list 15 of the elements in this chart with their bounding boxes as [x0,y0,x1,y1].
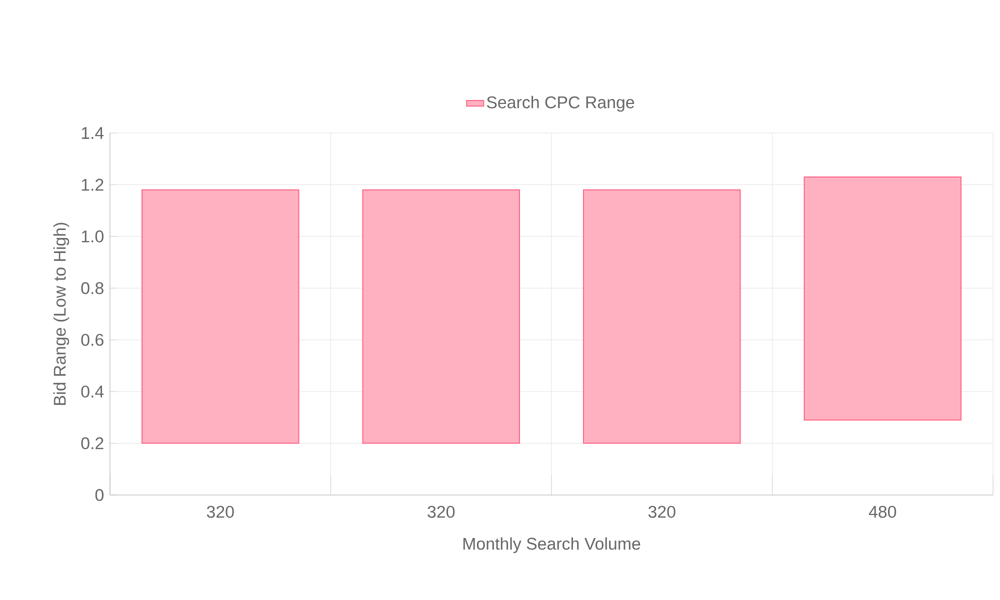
y-axis-title: Bid Range (Low to High) [53,222,70,405]
legend-label: Search CPC Range [486,96,634,112]
x-tick-label: 320 [206,506,234,518]
y-tick-label: 0.6 [81,334,104,346]
y-tick-label: 0.4 [81,386,104,398]
y-tick-label: 1.4 [82,127,104,139]
x-axis-title: Monthly Search Volume [463,537,640,554]
y-tick-label: 0 [95,489,104,501]
x-tick-label: 320 [648,506,676,518]
y-tick-label: 0.2 [81,437,104,450]
x-tick-label: 320 [428,506,455,518]
y-tick-label: 0.8 [81,282,104,294]
x-tick-label: 480 [868,506,896,518]
y-tick-label: 1.0 [82,230,104,242]
y-tick-label: 1.2 [82,178,104,191]
